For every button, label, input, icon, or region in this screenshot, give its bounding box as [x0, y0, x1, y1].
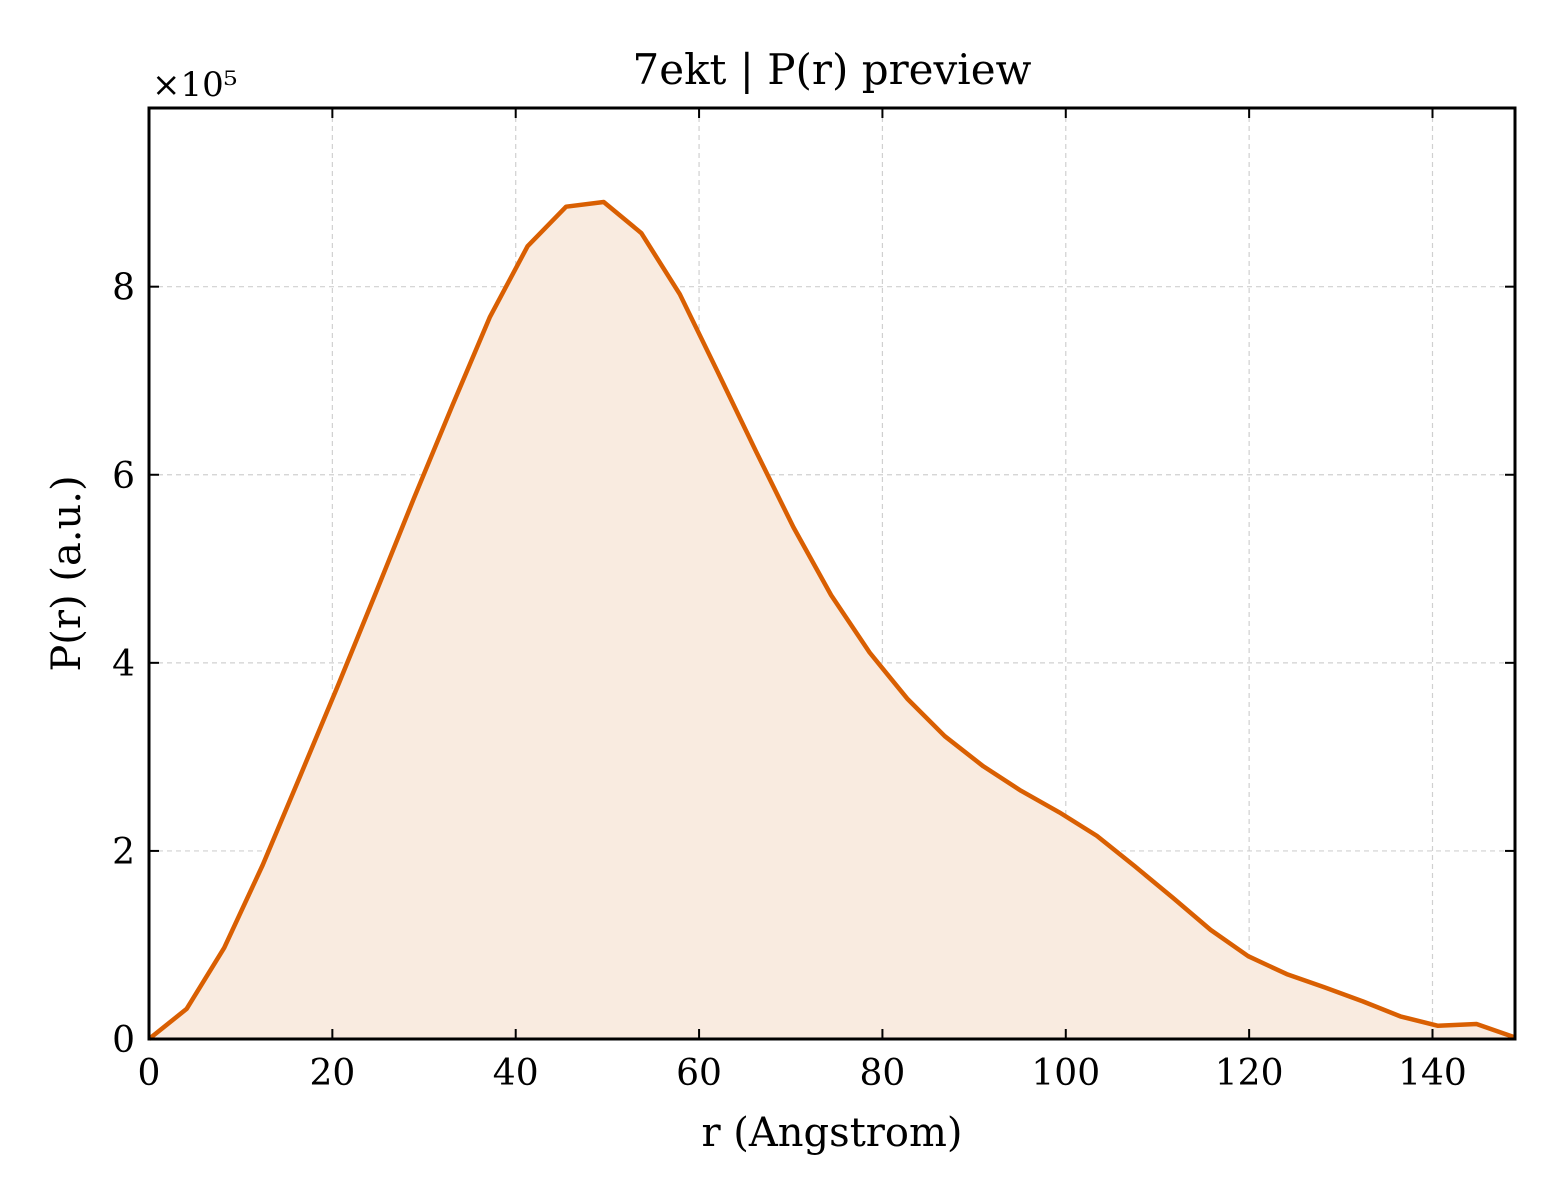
x-tick-label: 100 — [1031, 1053, 1100, 1094]
x-axis-label: r (Angstrom) — [701, 1110, 962, 1156]
ticks: 0 20 40 60 80 100 120 140 0 2 4 6 8 — [112, 108, 1515, 1094]
area-fill — [149, 202, 1515, 1039]
y-tick-label: 2 — [112, 832, 135, 873]
x-tick-label: 140 — [1398, 1053, 1467, 1094]
x-tick-label: 60 — [676, 1053, 722, 1094]
x-tick-label: 0 — [138, 1053, 161, 1094]
plot-frame — [147, 106, 1517, 1041]
x-tick-label: 80 — [860, 1053, 906, 1094]
y-tick-label: 8 — [112, 268, 135, 309]
x-tick-label: 20 — [309, 1053, 355, 1094]
y-axis-multiplier: ×10⁵ — [152, 65, 237, 105]
series-line — [147, 199, 1515, 1041]
y-axis-label: P(r) (a.u.) — [44, 475, 90, 671]
y-tick-label: 6 — [112, 456, 135, 497]
y-tick-label: 0 — [112, 1020, 135, 1061]
x-tick-label: 120 — [1215, 1053, 1284, 1094]
chart-title: 7ekt | P(r) preview — [633, 45, 1032, 94]
x-tick-label: 40 — [493, 1053, 539, 1094]
y-tick-label: 4 — [112, 644, 135, 685]
